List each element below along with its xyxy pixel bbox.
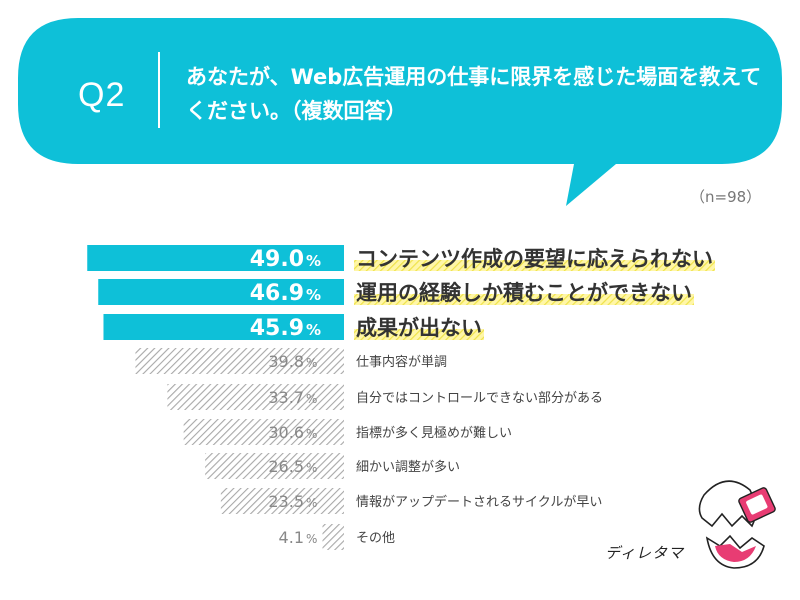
value-unit-3: % xyxy=(306,356,317,370)
value-label-6: 26.5 xyxy=(268,457,304,476)
question-bubble xyxy=(18,18,782,206)
value-label-3: 39.8 xyxy=(268,352,304,371)
egg-mascot-logo xyxy=(698,480,776,569)
category-label-8: その他 xyxy=(356,531,395,546)
value-unit-2: % xyxy=(306,321,321,339)
bar-2 xyxy=(103,314,344,340)
category-label-0: コンテンツ作成の要望に応えられない xyxy=(356,247,713,271)
question-label: Q2 xyxy=(78,76,126,114)
value-unit-1: % xyxy=(306,286,321,304)
value-unit-5: % xyxy=(306,427,317,441)
value-unit-0: % xyxy=(306,252,321,270)
value-label-0: 49.0 xyxy=(250,247,304,272)
category-label-4: 自分ではコントロールできない部分がある xyxy=(356,391,603,406)
value-unit-6: % xyxy=(306,461,317,475)
value-label-4: 33.7 xyxy=(268,388,304,407)
value-label-8: 4.1 xyxy=(279,528,304,547)
category-label-7: 情報がアップデートされるサイクルが早い xyxy=(356,494,602,510)
value-unit-7: % xyxy=(306,496,317,510)
bar-group: 49.0% コンテンツ作成の要望に応えられない 46.9% 運用の経験しか積むことがで… xyxy=(87,245,715,550)
category-label-6: 細かい調整が多い xyxy=(356,459,460,475)
value-label-2: 45.9 xyxy=(250,316,304,341)
bar-6 xyxy=(205,453,344,479)
bar-4 xyxy=(167,384,344,410)
question-text: あなたが、Web広告運用の仕事に限界を感じた場面を教えてください。（複数回答） xyxy=(186,65,762,123)
bar-5 xyxy=(183,419,344,445)
bar-8 xyxy=(322,524,344,550)
value-label-1: 46.9 xyxy=(250,281,304,306)
value-label-7: 23.5 xyxy=(268,492,304,511)
value-label-5: 30.6 xyxy=(268,423,304,442)
category-underline-2 xyxy=(354,329,484,340)
bar-7 xyxy=(220,488,344,514)
category-label-2: 成果が出ない xyxy=(356,316,482,340)
category-label-3: 仕事内容が単調 xyxy=(356,354,447,370)
bar-1 xyxy=(98,279,344,305)
value-unit-8: % xyxy=(306,532,317,546)
category-label-5: 指標が多く見極めが難しい xyxy=(356,425,512,441)
bar-0 xyxy=(87,245,345,271)
question-divider xyxy=(158,52,160,128)
logo-text: ディレタマ xyxy=(605,544,684,562)
category-label-1: 運用の経験しか積むことができない xyxy=(356,281,692,305)
category-underline-1 xyxy=(354,294,694,305)
bar-3 xyxy=(135,348,344,374)
value-unit-4: % xyxy=(306,392,317,406)
category-underline-0 xyxy=(354,260,715,271)
sample-size: （n=98） xyxy=(690,188,762,206)
